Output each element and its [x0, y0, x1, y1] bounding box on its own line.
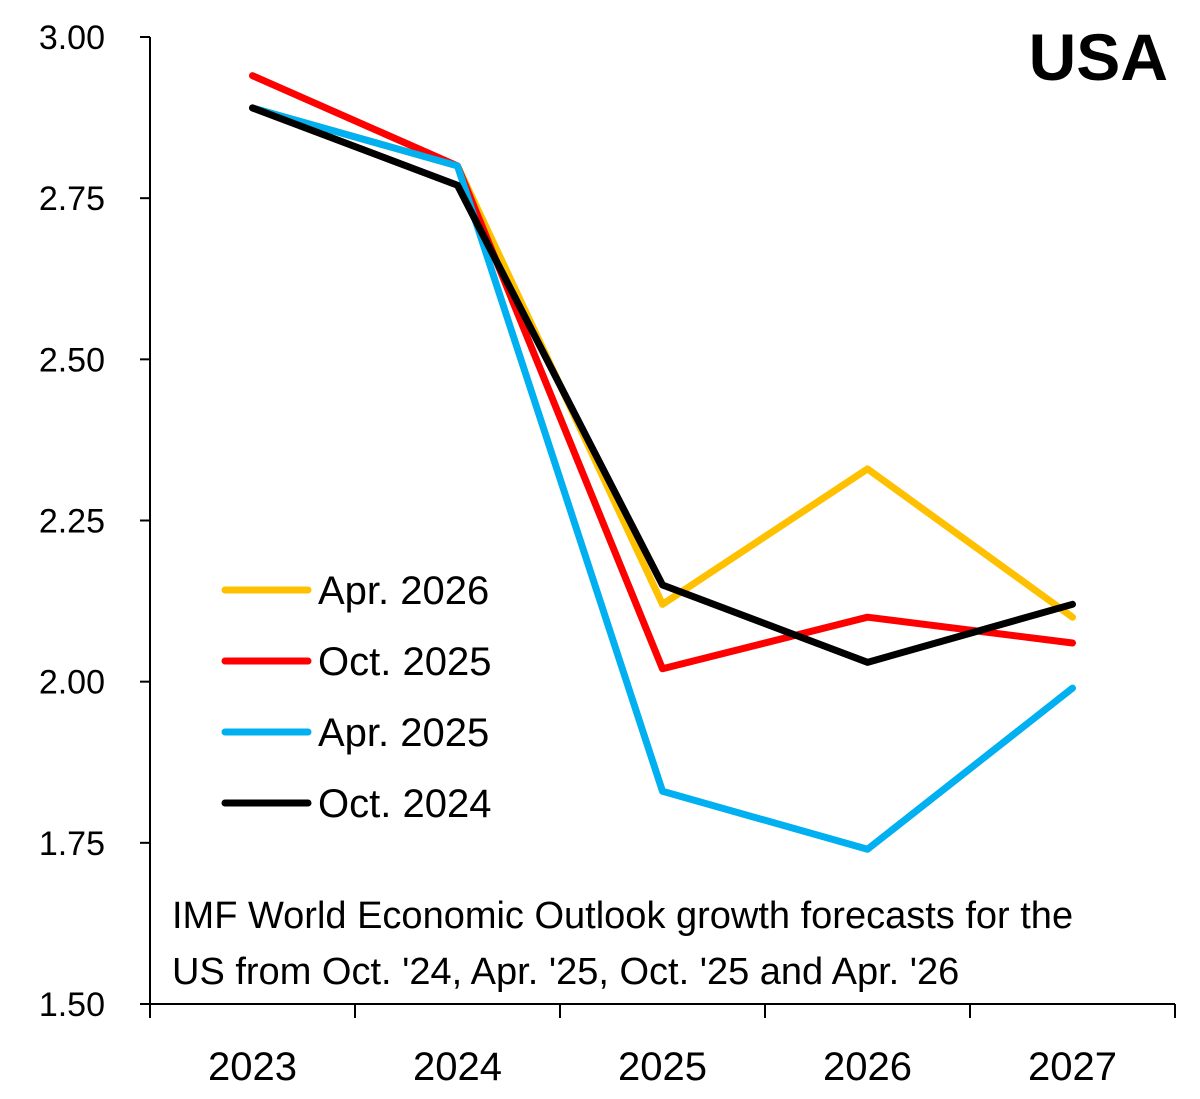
y-tick-label: 2.75 — [39, 180, 105, 218]
annotation-line: US from Oct. '24, Apr. '25, Oct. '25 and… — [172, 951, 959, 993]
x-tick-label: 2024 — [413, 1045, 502, 1089]
x-tick-label: 2026 — [823, 1045, 912, 1089]
y-tick-label: 2.50 — [39, 341, 105, 379]
legend-label: Oct. 2025 — [318, 640, 491, 684]
chart-title: USA — [1029, 20, 1168, 94]
legend-label: Oct. 2024 — [318, 782, 491, 826]
x-tick-label: 2023 — [208, 1045, 297, 1089]
y-tick-label: 2.25 — [39, 503, 105, 541]
x-tick-label: 2025 — [618, 1045, 707, 1089]
y-tick-label: 1.75 — [39, 825, 105, 863]
x-tick-label: 2027 — [1028, 1045, 1117, 1089]
y-tick-label: 3.00 — [39, 19, 105, 57]
y-tick-label: 2.00 — [39, 664, 105, 702]
legend-label: Apr. 2025 — [318, 711, 489, 755]
annotation-line: IMF World Economic Outlook growth foreca… — [172, 895, 1073, 937]
y-tick-label: 1.50 — [39, 986, 105, 1024]
series-line-apr-2026 — [249, 104, 1076, 621]
legend-label: Apr. 2026 — [318, 569, 489, 613]
